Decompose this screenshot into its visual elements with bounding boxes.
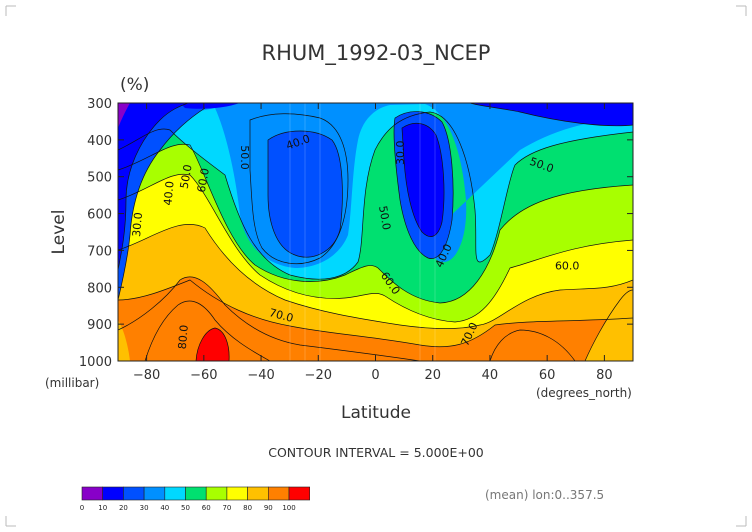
contour-interval-note: CONTOUR INTERVAL = 5.000E+00 xyxy=(268,445,484,460)
y-tick-label: 1000 xyxy=(79,355,112,370)
colorbar-swatch xyxy=(143,486,166,501)
y-tick-label: 500 xyxy=(87,171,112,186)
contour-label: 60.0 xyxy=(195,167,212,193)
contour-label: 60.0 xyxy=(555,259,580,272)
x-unit-label: (degrees_north) xyxy=(536,386,632,400)
contour-label: 30.0 xyxy=(394,141,407,166)
colorbar-swatch xyxy=(226,486,248,501)
y-tick-label: 900 xyxy=(87,318,112,333)
colorbar-swatch xyxy=(205,486,228,501)
x-tick-label: 80 xyxy=(596,368,613,383)
x-tick-label: 20 xyxy=(424,368,441,383)
band-90-south xyxy=(145,300,270,361)
band-85-north xyxy=(505,340,560,361)
colorbar: 0 10 20 30 40 50 60 70 80 90 100 xyxy=(80,486,311,512)
colorbar-swatch xyxy=(102,486,124,501)
contour-label: 50.0 xyxy=(238,145,251,170)
band-75-southern-edge xyxy=(118,320,130,361)
colorbar-swatch xyxy=(288,486,311,501)
band-35-north xyxy=(402,123,444,237)
band-20-top-left xyxy=(118,103,130,128)
colorbar-tick-label: 10 xyxy=(98,504,107,512)
colorbar-swatch xyxy=(164,486,186,501)
band-35-top-right xyxy=(470,103,633,126)
band-75-low-right xyxy=(585,290,633,361)
y-tick-label: 400 xyxy=(87,134,112,149)
units-label: (%) xyxy=(120,75,149,95)
band-40-top xyxy=(118,103,205,300)
colorbar-tick-label: 80 xyxy=(243,504,252,512)
y-tick-label: 700 xyxy=(87,244,112,259)
colorbar-swatch xyxy=(267,486,290,501)
y-tick-label: 600 xyxy=(87,208,112,223)
faint-gridlines xyxy=(289,103,436,361)
page-corner-marks xyxy=(5,5,747,527)
colorbar-tick-label: 100 xyxy=(282,504,295,512)
x-axis: −80 −60 −40 −20 0 20 40 60 80 xyxy=(133,103,613,383)
mean-note: (mean) lon:0..357.5 xyxy=(485,488,604,502)
x-tick-label: −20 xyxy=(305,368,332,383)
band-50 xyxy=(118,103,633,268)
contour-label: 50.0 xyxy=(178,163,195,189)
colorbar-tick-label: 70 xyxy=(222,504,231,512)
colorbar-tick-label: 20 xyxy=(119,504,128,512)
colorbar-tick-label: 40 xyxy=(160,504,169,512)
colorbar-tick-label: 0 xyxy=(80,504,84,512)
x-axis-title: Latitude xyxy=(341,403,411,423)
plot-area: 30.040.050.0 60.080.070.050.040.050.060.0… xyxy=(118,103,633,361)
band-30-top-left xyxy=(118,103,188,270)
colorbar-tick-label: 30 xyxy=(140,504,149,512)
contour-label: 30.0 xyxy=(130,212,145,238)
colorbar-swatch xyxy=(81,486,104,501)
y-tick-label: 300 xyxy=(87,97,112,112)
contour-label: 70.0 xyxy=(268,306,295,325)
colorbar-tick-label: 50 xyxy=(181,504,190,512)
colorbar-swatch xyxy=(247,486,269,501)
band-30-top-middle xyxy=(180,103,240,109)
x-tick-label: −40 xyxy=(247,368,274,383)
x-tick-label: −60 xyxy=(190,368,217,383)
contour-label: 40.0 xyxy=(161,180,176,206)
y-tick-label: 800 xyxy=(87,281,112,296)
x-tick-label: 60 xyxy=(539,368,556,383)
colorbar-tick-label: 90 xyxy=(264,504,273,512)
x-tick-label: 40 xyxy=(482,368,499,383)
x-tick-label: 0 xyxy=(371,368,379,383)
contour-lines xyxy=(118,103,633,361)
band-40-south xyxy=(268,131,343,258)
colorbar-swatch xyxy=(123,486,145,501)
y-unit-label: (millibar) xyxy=(45,376,99,390)
x-tick-label: −80 xyxy=(133,368,160,383)
y-axis-title: Level xyxy=(49,210,69,255)
colorbar-swatch xyxy=(185,486,207,501)
colorbar-tick-label: 60 xyxy=(202,504,211,512)
chart-title: RHUM_1992-03_NCEP xyxy=(262,41,491,66)
contour-label: 50.0 xyxy=(376,205,393,231)
contour-label: 80.0 xyxy=(176,324,191,350)
y-axis: 300 400 500 600 700 800 900 1000 xyxy=(79,97,633,370)
